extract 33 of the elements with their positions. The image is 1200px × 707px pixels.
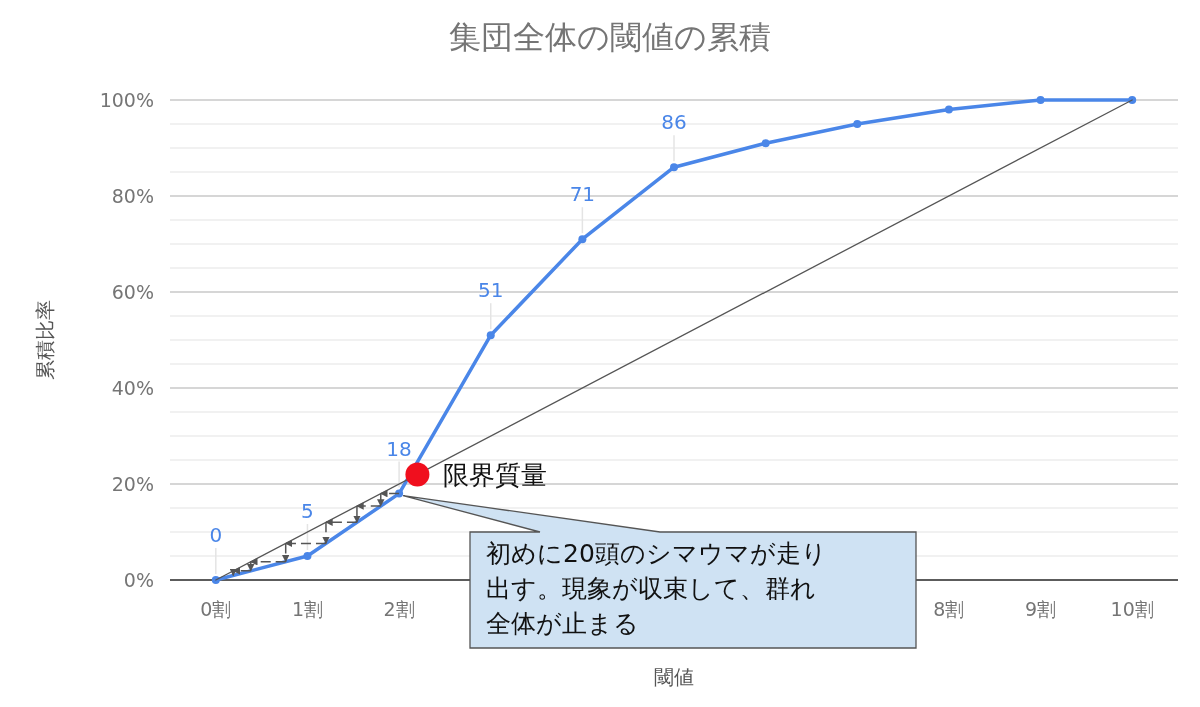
point (1036, 96, 1045, 104)
point (486, 331, 495, 340)
data-label: 51 (478, 278, 504, 303)
x-tick-label: 8割 (933, 598, 965, 620)
y-tick-label: 40% (111, 376, 154, 399)
y-axis-title: 累積比率 (33, 300, 57, 380)
x-tick-label: 2割 (383, 598, 415, 620)
y-tick-label: 100% (99, 88, 154, 111)
data-label: 71 (569, 182, 596, 207)
series-label: 限界質量 (443, 459, 548, 490)
x-tick-label: 10割 (1110, 598, 1154, 620)
point (944, 105, 953, 114)
point (670, 163, 678, 172)
x-axis-title: 閾値 (654, 665, 694, 689)
y-tick-label: 80% (111, 184, 154, 207)
annotation: 初めに20頭のシマウマが走り出す。現象が収束して、群れ全体が止まる (486, 538, 828, 640)
data-label: 0 (209, 523, 223, 547)
y-tick-label: 20% (111, 472, 154, 495)
data-label: 86 (661, 110, 687, 135)
point (303, 552, 312, 560)
y-tick-label: 60% (111, 280, 154, 303)
x-tick-label: 1割 (291, 598, 323, 620)
chart-title: 集団全体の閾値の累積 (449, 18, 771, 56)
point (578, 235, 587, 244)
point (853, 120, 862, 128)
data-label: 18 (386, 436, 412, 461)
data-label: 5 (301, 499, 314, 523)
x-tick-label: 9割 (1025, 598, 1057, 620)
point (405, 462, 430, 487)
point (395, 489, 404, 498)
y-tick-label: 0% (123, 568, 154, 591)
x-tick-label: 0割 (200, 598, 232, 620)
point (761, 139, 770, 148)
